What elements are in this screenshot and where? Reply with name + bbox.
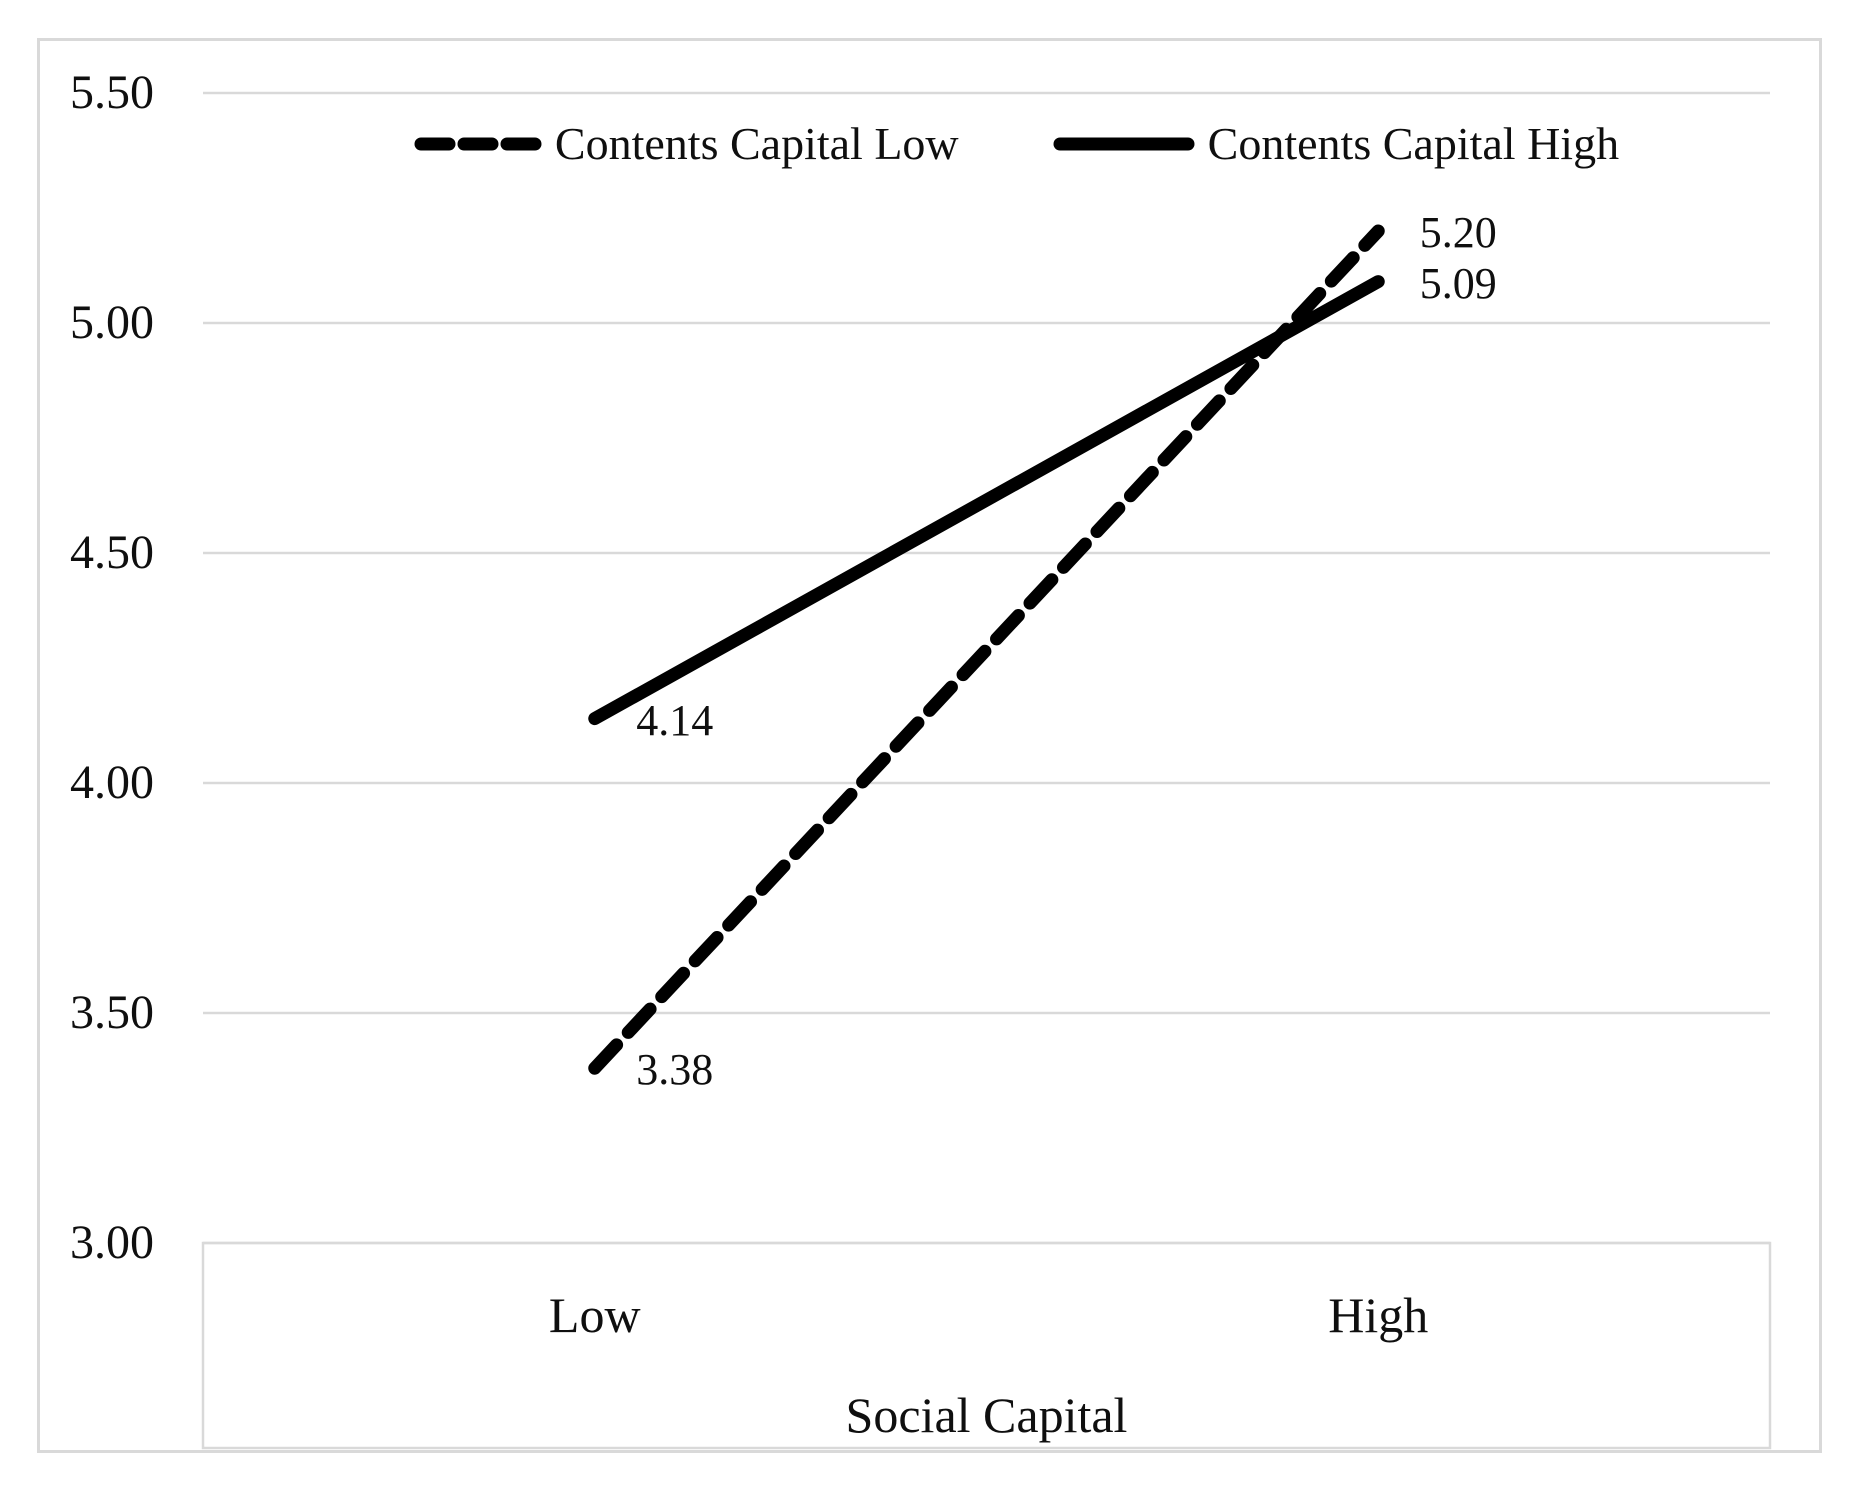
- x-axis-title: Social Capital: [845, 1387, 1128, 1443]
- solid-line-sample-icon: [1053, 137, 1195, 151]
- series-contents-capital-low-line: [588, 224, 1385, 1075]
- data-label: 4.14: [636, 695, 714, 745]
- legend: Contents Capital Low Contents Capital Hi…: [233, 116, 1800, 172]
- data-label: 5.09: [1419, 258, 1497, 308]
- y-gridlines: [203, 91, 1770, 1245]
- y-tick-label: 3.00: [70, 1216, 154, 1269]
- legend-item-contents-capital-high: Contents Capital High: [1053, 121, 1619, 167]
- legend-item-contents-capital-low: Contents Capital Low: [414, 121, 959, 167]
- dashed-line-sample-icon: [414, 137, 542, 151]
- y-tick-label: 4.50: [70, 526, 154, 579]
- x-axis-band: [201, 1241, 1772, 1450]
- y-tick-label: 3.50: [70, 986, 154, 1039]
- x-category-label-high: High: [1328, 1287, 1429, 1343]
- legend-label-low: Contents Capital Low: [554, 118, 959, 169]
- y-tick-label: 5.00: [70, 296, 154, 349]
- data-label: 3.38: [636, 1045, 714, 1095]
- x-category-label-low: Low: [548, 1287, 641, 1343]
- legend-label-high: Contents Capital High: [1207, 118, 1620, 169]
- y-tick-label: 5.50: [70, 66, 154, 119]
- data-label: 5.20: [1419, 208, 1497, 257]
- y-tick-label: 4.00: [70, 756, 154, 809]
- series-contents-capital-high-line: [588, 275, 1385, 726]
